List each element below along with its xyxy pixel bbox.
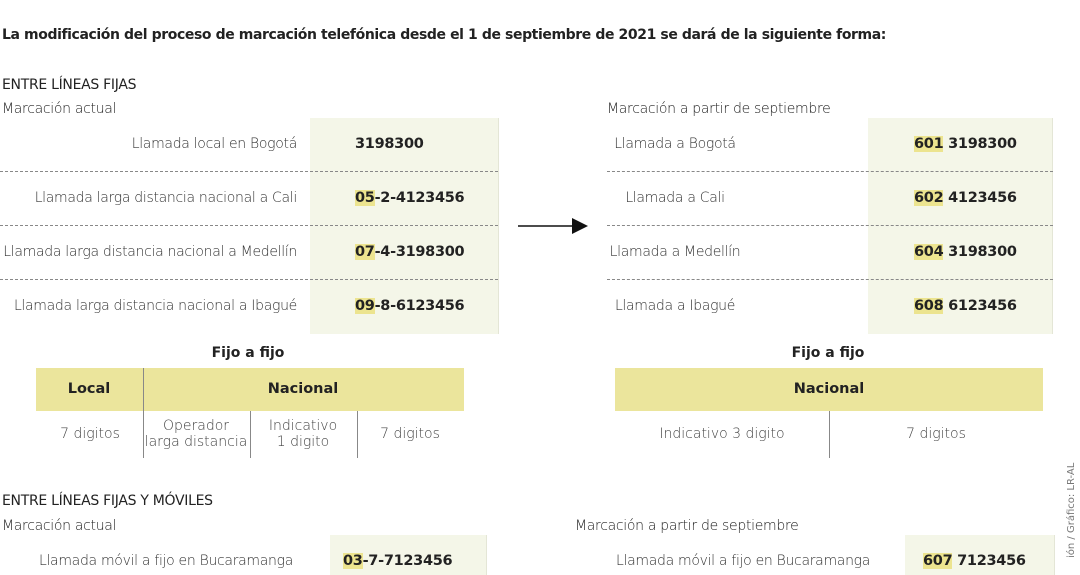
mobile-new-number: 607 7123456 (923, 553, 1026, 569)
new-dialing-label: Marcación a partir de septiembre (607, 101, 831, 117)
current-row-number: 3198300 (355, 136, 424, 152)
current-row-number: 07-4-3198300 (355, 244, 465, 260)
current-dialing-label: Marcación actual (2, 101, 117, 117)
credit: ión / Gráfico: LR-AL (1066, 462, 1077, 558)
mobile-current-label: Llamada móvil a fijo en Bucaramanga (38, 553, 293, 569)
new-row-number: 602 4123456 (914, 190, 1017, 206)
cell-local-digits: 7 digitos (60, 426, 120, 442)
page-title: La modificación del proceso de marcación… (2, 27, 886, 43)
current-row-number: 09-8-6123456 (355, 298, 465, 314)
header-local: Local (67, 381, 111, 397)
mobile-current-number: 03-7-7123456 (343, 553, 453, 569)
section-heading-fijas: ENTRE LÍNEAS FIJAS (2, 77, 137, 93)
new-row-label: Llamada a Cali (625, 190, 725, 206)
cell-indicativo: Indicativo 1 digito (268, 418, 338, 450)
header-nacional: Nacional (267, 381, 339, 397)
current-row-label: Llamada larga distancia nacional a Cali (34, 190, 298, 206)
section-heading-moviles: ENTRE LÍNEAS FIJAS Y MÓVILES (2, 493, 213, 509)
current-numbers-panel (310, 118, 499, 334)
scheme-header-new (615, 368, 1043, 411)
cell-nacional-digits: 7 digitos (380, 426, 440, 442)
new-row-number: 608 6123456 (914, 298, 1017, 314)
scheme-title-new: Fijo a fijo (791, 345, 865, 361)
new-row-number: 604 3198300 (914, 244, 1017, 260)
mobile-new-label: Llamada móvil a fijo en Bucaramanga (616, 553, 871, 569)
arrow-icon (518, 217, 590, 239)
new-row-number: 601 3198300 (914, 136, 1017, 152)
current-row-label: Llamada local en Bogotá (131, 136, 298, 152)
new-row-label: Llamada a Ibagué (614, 298, 736, 314)
new-dialing-label-moviles: Marcación a partir de septiembre (575, 518, 799, 534)
scheme-title-old: Fijo a fijo (211, 345, 285, 361)
current-dialing-label-moviles: Marcación actual (2, 518, 117, 534)
current-row-label: Llamada larga distancia nacional a Ibagu… (13, 298, 297, 314)
header-nacional-new: Nacional (793, 381, 865, 397)
cell-indicativo-3: Indicativo 3 digito (659, 426, 785, 442)
new-row-label: Llamada a Bogotá (614, 136, 736, 152)
current-row-number: 05-2-4123456 (355, 190, 465, 206)
cell-operator: Operador larga distancia (144, 418, 248, 450)
new-row-label: Llamada a Medellín (609, 244, 741, 260)
scheme-header-old (36, 368, 464, 411)
cell-digits-new: 7 digitos (906, 426, 966, 442)
new-numbers-panel (868, 118, 1053, 334)
current-row-label: Llamada larga distancia nacional a Medel… (3, 244, 297, 260)
